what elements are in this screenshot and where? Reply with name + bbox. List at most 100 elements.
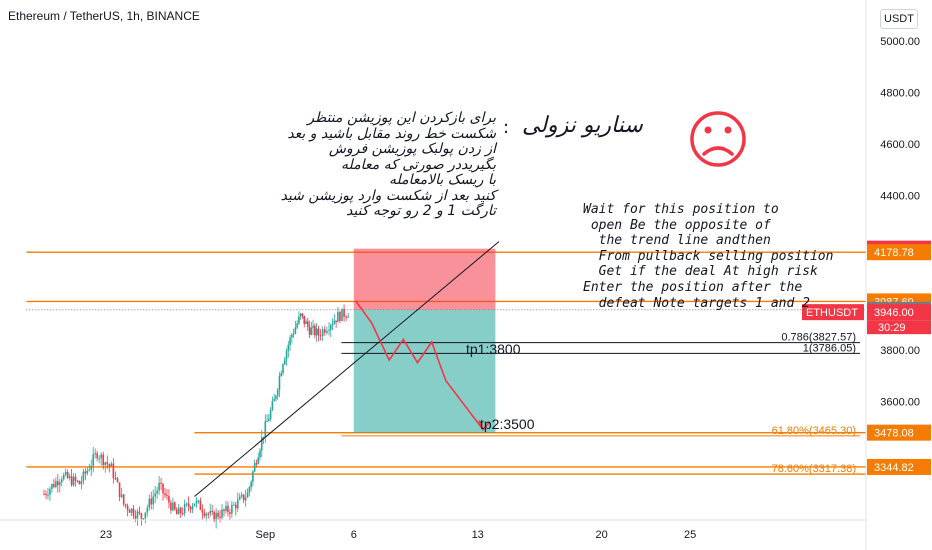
candle — [201, 510, 204, 513]
candle — [64, 472, 67, 475]
candle — [242, 494, 245, 501]
price-badge — [867, 304, 931, 321]
candle — [126, 505, 129, 511]
candle — [301, 313, 304, 316]
candle — [114, 478, 117, 480]
candle — [215, 512, 217, 522]
candle — [259, 450, 261, 458]
candle — [312, 325, 314, 328]
candle — [138, 511, 141, 514]
candle — [238, 496, 241, 500]
time-tick-label: Sep — [256, 529, 276, 541]
candle — [80, 481, 83, 485]
candle — [78, 481, 81, 485]
candle — [343, 308, 345, 317]
candle — [144, 512, 147, 519]
candle — [264, 421, 267, 438]
time-tick-label: 23 — [100, 529, 112, 541]
tp2-label: tp2:3500 — [480, 416, 535, 432]
candle — [289, 337, 291, 346]
face-eye — [704, 126, 712, 134]
time-tick-label: 13 — [472, 529, 484, 541]
countdown-badge — [867, 320, 931, 335]
candle — [45, 494, 47, 496]
candle — [283, 359, 286, 365]
candle — [189, 506, 192, 510]
fib-level-label: 1(3786.05) — [803, 342, 856, 354]
candle — [248, 487, 251, 493]
candle — [106, 462, 109, 465]
candle — [250, 481, 252, 488]
candle — [156, 490, 158, 494]
candle — [98, 458, 100, 460]
candle — [174, 502, 176, 510]
candle — [51, 484, 53, 489]
candle — [255, 463, 258, 465]
candle — [236, 499, 239, 509]
scenario-colon: : — [503, 117, 510, 138]
candle — [331, 323, 334, 326]
candle — [337, 312, 339, 323]
candle — [240, 494, 243, 497]
candle — [278, 376, 281, 390]
candle — [74, 476, 77, 481]
candle — [185, 503, 188, 505]
candle — [166, 495, 168, 497]
candle — [219, 517, 221, 519]
candle — [308, 326, 311, 335]
candle — [266, 421, 268, 423]
candle — [60, 479, 63, 483]
candle — [193, 503, 196, 506]
candle — [66, 472, 69, 478]
candle — [271, 401, 274, 411]
candle — [88, 469, 91, 471]
candle — [158, 482, 160, 491]
candle — [317, 328, 320, 336]
candle — [100, 454, 102, 459]
price-tick-label: 5000.00 — [880, 36, 920, 48]
candle — [235, 504, 237, 509]
candle — [345, 316, 347, 318]
fib-level-label: 0.786(3827.57) — [781, 332, 856, 344]
candle — [172, 502, 174, 511]
candle — [110, 463, 113, 467]
candle — [328, 329, 330, 331]
candle — [260, 437, 263, 451]
candle — [339, 312, 341, 321]
candle — [287, 345, 290, 351]
candle — [291, 334, 293, 338]
time-tick-label: 25 — [684, 529, 696, 541]
candle — [233, 504, 235, 506]
candle — [231, 504, 233, 514]
candle — [140, 513, 143, 519]
candle — [168, 495, 170, 503]
candle — [183, 504, 186, 514]
price-badge-label: 4178.78 — [874, 247, 914, 259]
trend-line — [194, 241, 500, 497]
candle — [132, 508, 135, 516]
english-note: Wait for this position to open Be the op… — [583, 202, 834, 311]
price-badge-label: 3946.00 — [874, 307, 914, 319]
plot-area[interactable]: 0.786(3827.57)1(3786.05) 61.80%(3465.30) 7… — [26, 241, 866, 529]
price-axis: 3600.003800.004000.004200.004400.004600.… — [802, 0, 931, 550]
candle — [209, 510, 212, 514]
candle — [225, 505, 227, 511]
symbol-title: Ethereum / TetherUS, 1h, BINANCE — [8, 9, 200, 23]
candle — [292, 333, 295, 335]
candle — [229, 512, 231, 514]
candle — [252, 471, 254, 482]
candle — [335, 320, 337, 323]
price-badge-label: 3478.08 — [874, 428, 914, 440]
candle — [92, 454, 95, 466]
fib-level-label: 61.80%(3465.30) — [772, 425, 856, 437]
candle — [102, 454, 105, 466]
candle — [257, 457, 260, 464]
candle — [203, 512, 206, 516]
candle — [326, 330, 328, 333]
candle — [347, 316, 349, 318]
candle — [299, 313, 302, 317]
currency-button[interactable]: USDT — [880, 9, 918, 29]
sad-face-icon — [690, 111, 746, 167]
candle — [285, 350, 288, 360]
